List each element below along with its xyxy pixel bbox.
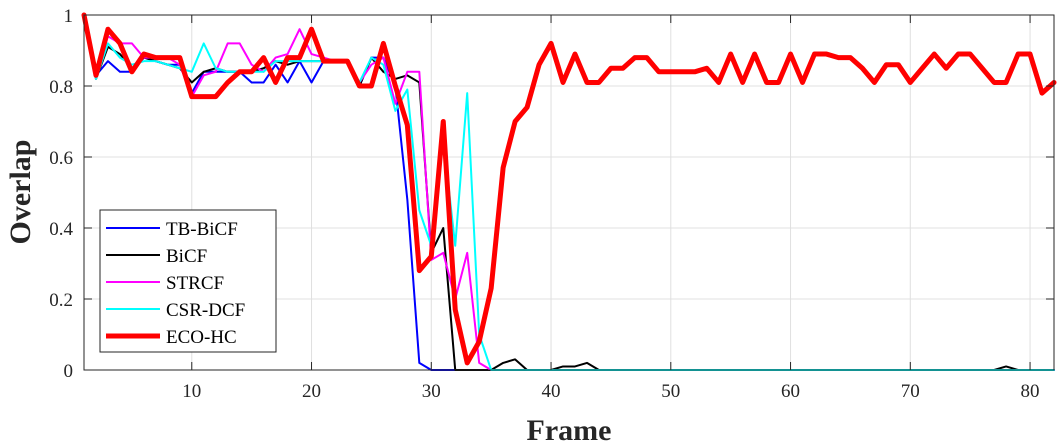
x-tick-label: 30 <box>422 381 441 402</box>
x-axis-title: Frame <box>527 414 612 447</box>
series-line-eco-hc <box>81 12 1057 366</box>
x-tick-label: 70 <box>901 381 920 402</box>
legend-label: STRCF <box>166 273 224 294</box>
y-tick-label: 1 <box>64 6 74 27</box>
x-tick-label: 20 <box>302 381 321 402</box>
y-tick-label: 0.8 <box>49 77 73 98</box>
y-tick-label: 0.4 <box>49 219 73 240</box>
x-tick-label: 10 <box>182 381 201 402</box>
legend-label: ECO-HC <box>166 327 237 348</box>
plot-frame <box>83 14 1055 371</box>
x-tick-labels: 10 20 30 40 50 60 70 80 <box>182 381 1039 402</box>
x-tick-label: 50 <box>661 381 680 402</box>
y-axis-title: Overlap <box>4 140 37 245</box>
legend-label: TB-BiCF <box>166 219 238 240</box>
y-tick-label: 0.2 <box>49 290 73 311</box>
y-tick-label: 0.6 <box>49 148 73 169</box>
legend-label: BiCF <box>166 246 207 267</box>
legend-label: CSR-DCF <box>166 300 245 321</box>
legend: TB-BiCF BiCF STRCF CSR-DCF ECO-HC <box>99 209 277 353</box>
y-tick-label: 0 <box>64 361 74 382</box>
x-tick-label: 80 <box>1021 381 1040 402</box>
y-tick-labels: 0 0.2 0.4 0.6 0.8 1 <box>49 6 73 382</box>
x-tick-label: 60 <box>781 381 800 402</box>
x-tick-label: 40 <box>542 381 561 402</box>
axis-ticks <box>84 14 1054 371</box>
